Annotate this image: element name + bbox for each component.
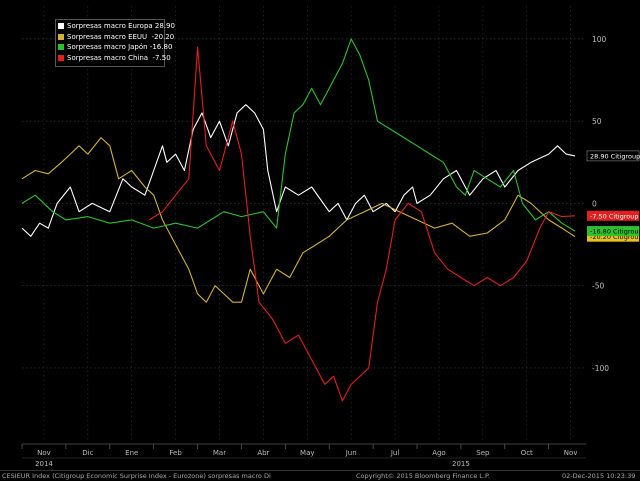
last-value-tag-box: [587, 210, 639, 221]
last-value-tag-label: -16.80 Citigroup: [590, 228, 640, 236]
legend-item-china: Sorpresas macro China -7.50: [58, 53, 171, 64]
x-tick-label: Mar: [213, 449, 226, 457]
y-tick-label: -100: [592, 364, 609, 373]
x-tick-label: Jul: [390, 449, 400, 457]
last-value-tag-label: -20.20 Citigroup: [590, 233, 640, 241]
year-label: 2015: [452, 460, 470, 468]
y-axis: -100 -50 0 50 100: [592, 35, 609, 373]
series-line-europa: [21, 104, 576, 237]
x-tick-label: Dic: [82, 449, 93, 457]
x-tick-label: Ago: [432, 449, 446, 457]
x-tick-label: May: [300, 449, 314, 457]
last-value-tag: 28.90 Citigroup: [586, 150, 640, 162]
legend-value: -16.80: [149, 43, 173, 52]
legend-swatch: [58, 33, 64, 40]
legend: Sorpresas macro Europa 28.90 Sorpresas m…: [55, 19, 175, 67]
legend-item-eeuu: Sorpresas macro EEUU -20.20: [58, 32, 174, 43]
x-tick-label: Jun: [345, 449, 357, 457]
footer-security-description: CESIEUR Index (Citigroup Economic Surpri…: [2, 472, 271, 480]
year-label: 2014: [35, 460, 53, 468]
footer-timestamp: 02-Dec-2015 10:23:39: [562, 472, 636, 480]
legend-label: Sorpresas macro EEUU: [67, 32, 148, 41]
legend-swatch: [58, 44, 64, 51]
legend-label: Sorpresas macro Europa: [67, 22, 153, 31]
last-value-tag-box: [587, 231, 639, 242]
legend-value: -7.50: [152, 53, 171, 62]
x-tick-label: Nov: [37, 449, 51, 457]
last-value-tag-label: 28.90 Citigroup: [590, 152, 640, 160]
series-layer: [21, 38, 576, 402]
last-value-tag-box: [586, 150, 640, 162]
legend-label: Sorpresas macro Japón: [67, 43, 148, 52]
y-tick-label: 50: [592, 117, 602, 126]
series-line-japón: [21, 38, 576, 232]
y-tick-label: 0: [592, 199, 597, 208]
x-tick-label: Nov: [564, 449, 578, 457]
last-value-tag: -16.80 Citigroup: [587, 226, 640, 237]
x-tick-label: Abr: [257, 449, 269, 457]
x-tick-label: Feb: [169, 449, 182, 457]
footer-copyright: Copyright© 2015 Bloomberg Finance L.P.: [356, 472, 490, 480]
last-value-tag: -20.20 Citigroup: [587, 231, 640, 242]
footer-bar: CESIEUR Index (Citigroup Economic Surpri…: [0, 470, 640, 481]
series-line-china: [149, 46, 576, 402]
last-value-tags: 28.90 Citigroup -20.20 Citigroup-16.80 Ci…: [586, 150, 640, 242]
last-value-tag-box: [587, 226, 639, 237]
last-value-tag: -7.50 Citigroup: [587, 210, 639, 221]
grid: [22, 6, 586, 442]
x-axis: Nov Dic Ene Feb Mar Abr May Jun Jul Ago Sep Oct Nov 2…: [21, 443, 586, 468]
last-value-tag-label: -7.50 Citigroup: [590, 212, 638, 220]
legend-value: 28.90: [154, 22, 175, 31]
legend-swatch: [58, 54, 64, 61]
legend-item-japon: Sorpresas macro Japón -16.80: [58, 42, 172, 53]
legend-item-europa: Sorpresas macro Europa 28.90: [58, 21, 175, 32]
x-tick-label: Ene: [125, 449, 138, 457]
x-tick-label: Oct: [521, 449, 533, 457]
legend-label: Sorpresas macro China: [67, 53, 149, 62]
legend-swatch: [58, 23, 64, 30]
y-tick-label: 100: [592, 35, 607, 44]
x-tick-label: Sep: [476, 449, 490, 457]
legend-value: -20.20: [151, 32, 175, 41]
series-line-eeuu: [21, 137, 576, 303]
y-tick-label: -50: [592, 282, 604, 291]
